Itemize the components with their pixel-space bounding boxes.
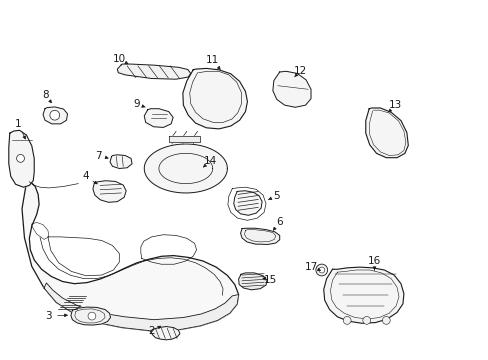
- Circle shape: [88, 312, 96, 320]
- Polygon shape: [43, 107, 67, 124]
- Polygon shape: [22, 180, 238, 331]
- Text: 15: 15: [263, 275, 277, 285]
- Circle shape: [50, 110, 60, 120]
- Text: 7: 7: [95, 150, 102, 161]
- Polygon shape: [93, 181, 126, 202]
- Text: 11: 11: [205, 55, 219, 66]
- Circle shape: [318, 267, 324, 273]
- Polygon shape: [9, 130, 34, 187]
- Polygon shape: [238, 273, 266, 290]
- Text: 1: 1: [15, 119, 22, 129]
- Polygon shape: [150, 327, 180, 340]
- Polygon shape: [240, 228, 279, 244]
- Text: 17: 17: [304, 262, 318, 272]
- Polygon shape: [323, 267, 403, 323]
- Polygon shape: [44, 283, 238, 331]
- Text: 13: 13: [387, 100, 401, 111]
- Text: 2: 2: [148, 326, 155, 336]
- Text: 12: 12: [293, 66, 307, 76]
- Polygon shape: [272, 71, 310, 107]
- Circle shape: [17, 154, 24, 162]
- Circle shape: [343, 316, 350, 324]
- Text: 8: 8: [42, 90, 49, 100]
- Text: 3: 3: [45, 311, 52, 321]
- Text: 4: 4: [82, 171, 89, 181]
- Polygon shape: [144, 109, 173, 127]
- Circle shape: [382, 316, 389, 324]
- Text: 5: 5: [272, 191, 279, 201]
- Polygon shape: [117, 64, 190, 79]
- Polygon shape: [233, 191, 262, 215]
- Polygon shape: [183, 68, 247, 129]
- Text: 14: 14: [203, 156, 217, 166]
- Polygon shape: [365, 108, 407, 158]
- Text: 9: 9: [133, 99, 140, 109]
- Polygon shape: [110, 155, 132, 168]
- Circle shape: [315, 264, 327, 276]
- Polygon shape: [71, 307, 110, 325]
- Text: 16: 16: [367, 256, 381, 266]
- Polygon shape: [168, 136, 200, 142]
- Circle shape: [362, 316, 370, 324]
- Text: 10: 10: [113, 54, 126, 64]
- Polygon shape: [144, 144, 227, 193]
- Text: 6: 6: [276, 217, 283, 228]
